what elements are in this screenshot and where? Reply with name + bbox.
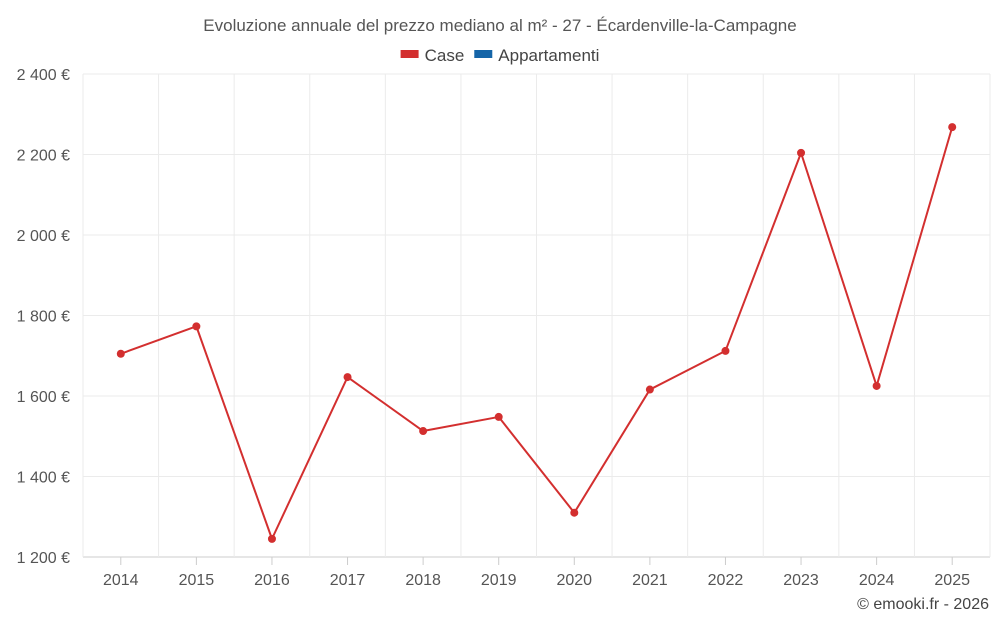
data-point[interactable] xyxy=(570,508,579,517)
x-tick-label: 2024 xyxy=(859,572,895,589)
y-tick-label: 2 200 € xyxy=(17,148,70,165)
legend-item-case[interactable]: Case xyxy=(400,46,465,65)
y-tick-label: 1 400 € xyxy=(17,470,70,487)
y-tick-label: 1 800 € xyxy=(17,309,70,326)
y-tick-label: 1 600 € xyxy=(17,389,70,406)
x-axis: 2014 2015 2016 2017 2018 2019 2020 2021 2022 2023… xyxy=(103,557,970,589)
x-tick-label: 2022 xyxy=(708,572,744,589)
y-tick-label: 1 200 € xyxy=(17,550,70,567)
credit-text: © emooki.fr - 2026 xyxy=(857,596,989,613)
x-tick-label: 2016 xyxy=(254,572,290,589)
data-point[interactable] xyxy=(267,534,276,543)
x-tick-label: 2018 xyxy=(405,572,441,589)
data-point[interactable] xyxy=(494,412,503,421)
y-axis: 1 200 € 1 400 € 1 600 € 1 800 € 2 000 € 2 200… xyxy=(17,67,70,567)
data-point[interactable] xyxy=(948,123,957,132)
legend-item-appartamenti[interactable]: Appartamenti xyxy=(474,46,599,65)
data-point[interactable] xyxy=(419,427,428,436)
x-tick-label: 2019 xyxy=(481,572,517,589)
x-tick-label: 2023 xyxy=(783,572,819,589)
x-tick-label: 2014 xyxy=(103,572,139,589)
series-line-case xyxy=(120,126,954,540)
data-point[interactable] xyxy=(645,385,654,394)
x-tick-label: 2020 xyxy=(556,572,592,589)
y-tick-label: 2 400 € xyxy=(17,67,70,84)
x-tick-label: 2017 xyxy=(330,572,366,589)
legend-swatch xyxy=(474,50,493,58)
legend-label: Appartamenti xyxy=(498,46,599,65)
data-point[interactable] xyxy=(116,349,125,358)
legend-swatch xyxy=(400,50,419,58)
data-point[interactable] xyxy=(872,381,881,390)
legend-label: Case xyxy=(425,46,465,65)
chart-title: Evoluzione annuale del prezzo mediano al… xyxy=(203,16,796,35)
y-tick-label: 2 000 € xyxy=(17,228,70,245)
data-point[interactable] xyxy=(797,148,806,157)
data-point[interactable] xyxy=(721,346,730,355)
data-point[interactable] xyxy=(343,373,352,382)
series-group xyxy=(116,123,957,543)
x-tick-label: 2025 xyxy=(934,572,970,589)
data-point[interactable] xyxy=(192,322,201,331)
grid xyxy=(82,73,991,558)
legend: Case Appartamenti xyxy=(400,46,599,65)
x-tick-label: 2021 xyxy=(632,572,668,589)
x-tick-label: 2015 xyxy=(179,572,215,589)
